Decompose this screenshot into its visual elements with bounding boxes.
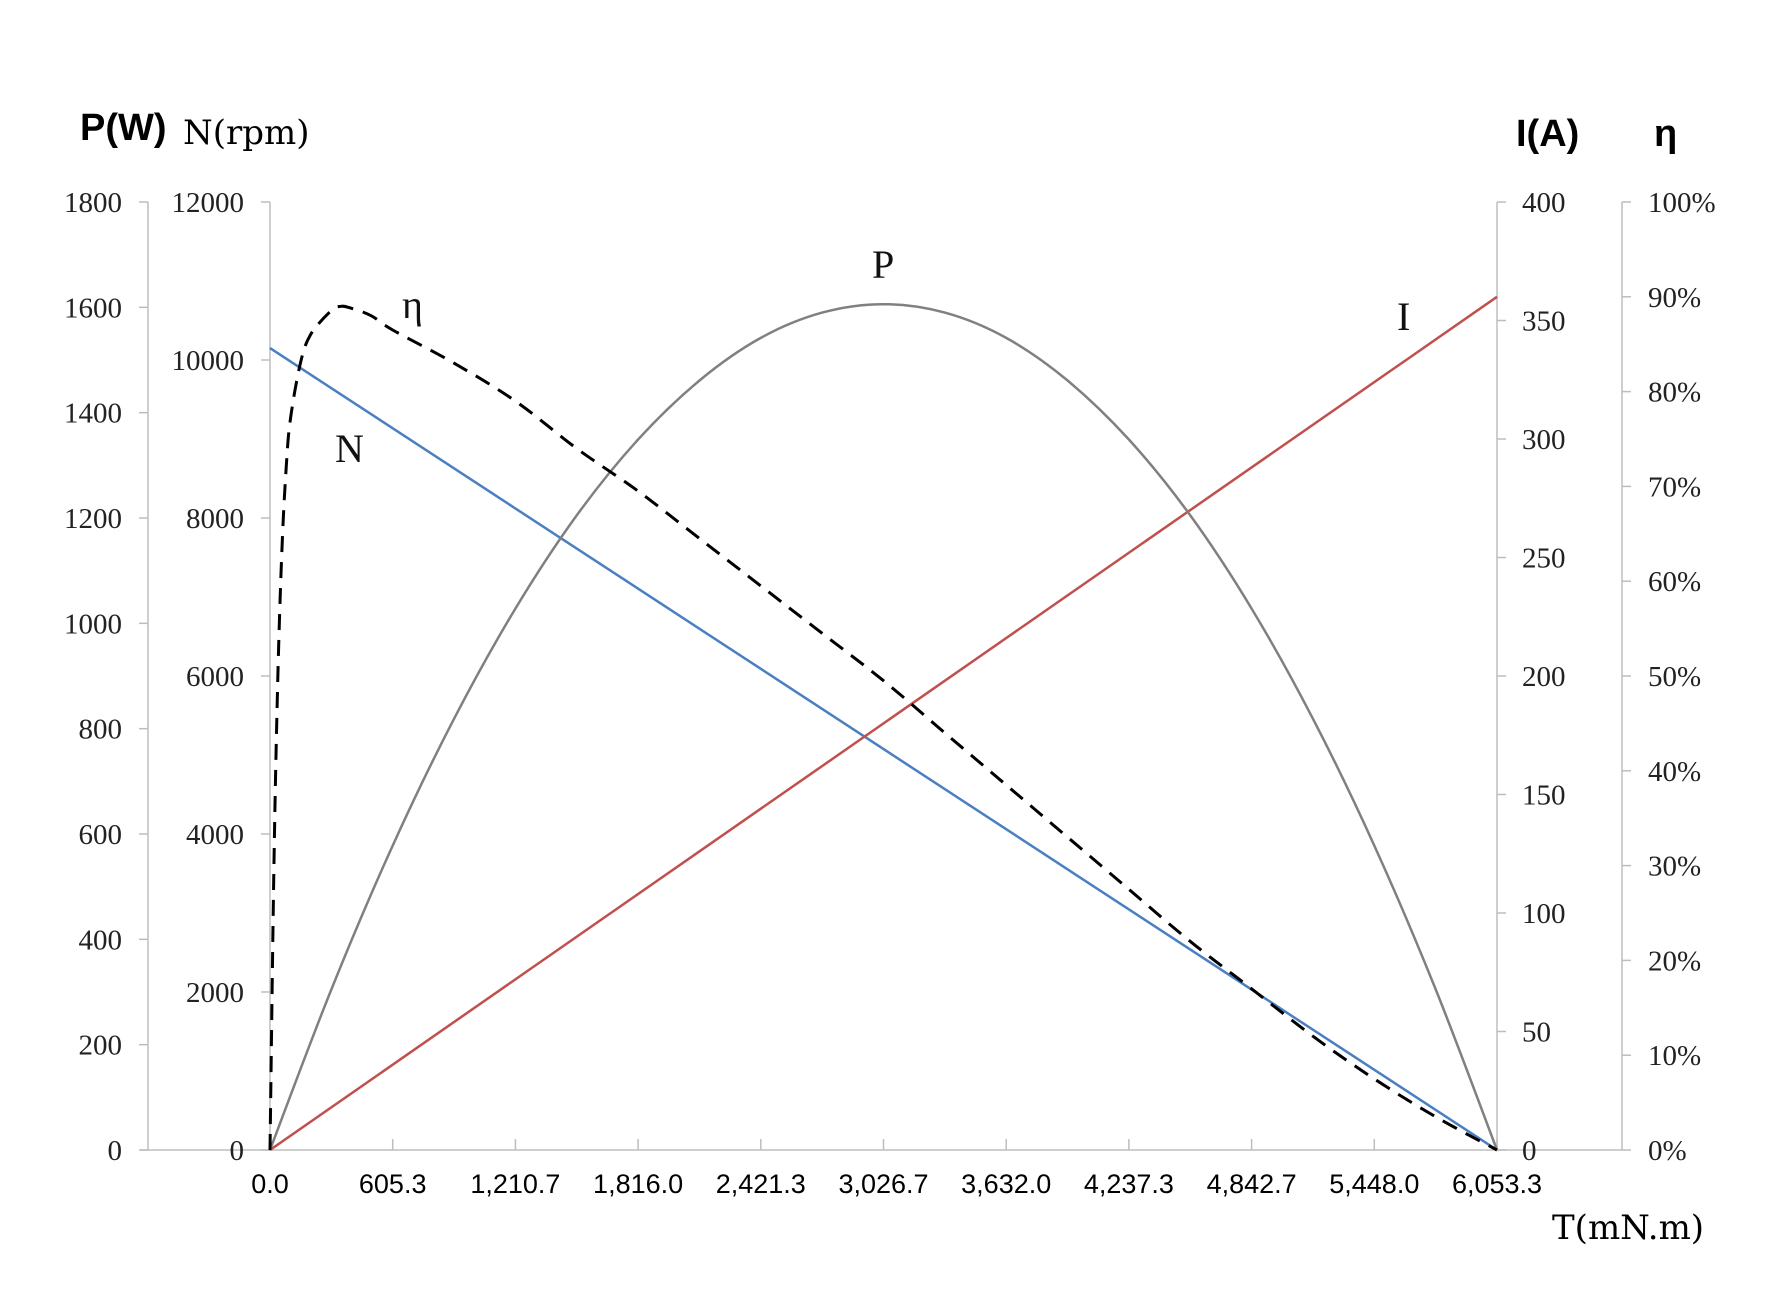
curve-label-i: I [1397, 294, 1410, 339]
eta-axis-tick-label: 60% [1648, 566, 1701, 598]
i-axis-tick-label: 250 [1522, 543, 1566, 575]
eta-axis-ticks: 0% 10% 20% 30% 40% 50% 60% 70% 80% 90% 100% [1622, 187, 1716, 1167]
n-axis-title: N(rpm) [183, 113, 310, 153]
x-axis-tick-label: 0.0 [251, 1169, 289, 1199]
series-line-i [269, 295, 1498, 1152]
i-axis-tick-label: 300 [1522, 424, 1566, 456]
eta-axis-tick-label: 70% [1648, 471, 1701, 503]
axis-lines [140, 202, 1623, 1151]
i-axis-tick-label: 400 [1522, 187, 1566, 219]
x-axis-tick-label: 4,842.7 [1207, 1169, 1297, 1199]
p-axis-tick-label: 200 [79, 1030, 123, 1062]
eta-axis-tick-label: 0% [1648, 1135, 1687, 1167]
p-axis-tick-label: 400 [79, 924, 123, 956]
n-axis-tick-label: 8000 [186, 503, 244, 535]
p-axis-tick-label: 0 [108, 1135, 123, 1167]
n-axis-tick-label: 12000 [172, 187, 245, 219]
x-axis-ticks: 0.0 605.3 1,210.7 1,816.0 2,421.3 3,026.7 3,63… [251, 1139, 1542, 1199]
p-axis-tick-label: 1000 [64, 608, 122, 640]
x-axis-tick-label: 2,421.3 [716, 1169, 806, 1199]
series-line-p [268, 302, 1499, 1151]
p-axis-tick-label: 1800 [64, 187, 122, 219]
p-axis-tick-label: 600 [79, 819, 123, 851]
x-axis-tick-label: 5,448.0 [1329, 1169, 1419, 1199]
i-axis-tick-label: 200 [1522, 661, 1566, 693]
x-axis-tick-label: 6,053.3 [1452, 1169, 1542, 1199]
i-axis-tick-label: 0 [1522, 1135, 1537, 1167]
series-line-n [269, 347, 1498, 1152]
p-axis-title: P(W) [80, 107, 167, 149]
n-axis-tick-label: 10000 [172, 345, 245, 377]
x-axis-tick-label: 605.3 [359, 1169, 427, 1199]
n-axis-tick-label: 4000 [186, 819, 244, 851]
p-axis-ticks: 0 200 400 600 800 1000 1200 1400 1600 1800 [64, 187, 148, 1167]
p-axis-tick-label: 1600 [64, 292, 122, 324]
series-line-eta [268, 304, 1498, 1152]
x-axis-title: T(mN.m) [1552, 1208, 1704, 1248]
curve-label-eta: η [402, 282, 423, 327]
i-axis-tick-label: 350 [1522, 306, 1566, 338]
curve-label-n: N [335, 426, 364, 471]
i-axis-ticks: 0 50 100 150 200 250 300 350 400 [1497, 187, 1566, 1167]
x-axis-tick-label: 1,816.0 [593, 1169, 683, 1199]
x-axis-tick-label: 3,026.7 [838, 1169, 928, 1199]
i-axis-tick-label: 150 [1522, 780, 1566, 812]
p-axis-tick-label: 1400 [64, 398, 122, 430]
n-axis-tick-label: 6000 [186, 661, 244, 693]
n-axis-tick-label: 2000 [186, 977, 244, 1009]
eta-axis-tick-label: 40% [1648, 756, 1701, 788]
eta-axis-tick-label: 20% [1648, 945, 1701, 977]
x-axis-tick-label: 4,237.3 [1084, 1169, 1174, 1199]
eta-axis-tick-label: 50% [1648, 661, 1701, 693]
n-axis-tick-label: 0 [230, 1135, 245, 1167]
p-axis-tick-label: 800 [79, 714, 123, 746]
i-axis-title: I(A) [1516, 113, 1579, 155]
curve-label-p: P [872, 242, 894, 287]
x-axis-tick-label: 1,210.7 [470, 1169, 560, 1199]
eta-axis-tick-label: 90% [1648, 282, 1701, 314]
eta-axis-tick-label: 10% [1648, 1040, 1701, 1072]
eta-axis-title: η [1654, 113, 1677, 155]
i-axis-tick-label: 100 [1522, 898, 1566, 930]
eta-axis-tick-label: 30% [1648, 851, 1701, 883]
eta-axis-tick-label: 100% [1648, 187, 1716, 219]
series-layer [268, 295, 1499, 1152]
eta-axis-tick-label: 80% [1648, 377, 1701, 409]
n-axis-ticks: 0 2000 4000 6000 8000 10000 12000 [172, 187, 270, 1167]
i-axis-tick-label: 50 [1522, 1017, 1551, 1049]
p-axis-tick-label: 1200 [64, 503, 122, 535]
x-axis-tick-label: 3,632.0 [961, 1169, 1051, 1199]
